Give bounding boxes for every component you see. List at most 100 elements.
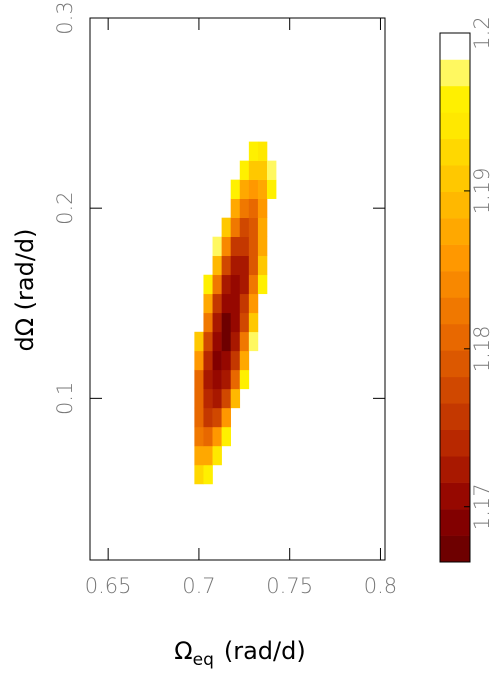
heat-cell: [203, 293, 213, 314]
heat-cell: [203, 388, 213, 409]
heat-cell: [248, 312, 259, 333]
heat-cell: [194, 369, 204, 390]
heat-cell: [194, 445, 204, 466]
y-tick-label: 0.3: [53, 1, 77, 34]
heat-cell: [194, 407, 204, 428]
heat-cell: [221, 350, 231, 371]
heat-cell: [194, 331, 204, 352]
colorbar-band: [440, 376, 470, 404]
heat-cell: [212, 445, 222, 466]
heat-cell: [239, 369, 250, 390]
colorbar-band: [440, 323, 470, 351]
heat-cell: [230, 331, 241, 352]
heat-cell: [221, 426, 231, 447]
heat-cell: [239, 217, 250, 238]
colorbar-band: [440, 535, 470, 563]
heat-cell: [257, 217, 268, 238]
heat-cell: [248, 198, 259, 218]
y-tick-label: 0.2: [53, 191, 77, 224]
heat-cell: [230, 236, 241, 257]
heat-cell: [212, 369, 222, 390]
heat-cell: [203, 464, 213, 485]
heat-cell: [248, 293, 259, 314]
heat-cell: [257, 141, 268, 161]
heat-cell: [212, 293, 222, 314]
heat-cell: [203, 350, 213, 371]
heat-cell: [257, 160, 268, 180]
y-axis-label: dΩ (rad/d): [11, 228, 39, 351]
x-tick-label: 0.65: [85, 574, 132, 598]
heat-cell: [257, 198, 268, 218]
heat-cell: [230, 293, 241, 314]
heat-cell: [248, 217, 259, 238]
y-tick-label: 0.1: [53, 382, 77, 415]
colorbar-tick-label: 1.17: [470, 483, 494, 530]
heat-cell: [212, 426, 222, 447]
heat-cell: [248, 274, 259, 295]
colorbar-band: [440, 456, 470, 483]
heat-cell: [221, 236, 231, 257]
colorbar-band: [440, 271, 470, 298]
x-label-subscript: eq: [193, 650, 214, 670]
heat-cell: [248, 179, 259, 199]
heat-cell: [212, 331, 222, 352]
heat-cell: [230, 217, 241, 238]
heat-cell: [239, 160, 250, 180]
heat-cell: [203, 445, 213, 466]
colorbar-tick-label: 1.18: [470, 325, 494, 372]
colorbar-band: [440, 138, 470, 166]
heat-cell: [248, 255, 259, 276]
heat-cell: [248, 236, 259, 257]
heat-cell: [221, 312, 231, 333]
heat-cell: [267, 179, 277, 199]
heat-cell: [194, 426, 204, 447]
heat-cell: [230, 350, 241, 371]
heat-cell: [257, 274, 268, 295]
heat-cell: [221, 217, 231, 238]
heat-cell: [221, 331, 231, 352]
colorbar-band: [440, 509, 470, 536]
heat-cell: [203, 407, 213, 428]
colorbar-band: [440, 244, 470, 272]
heat-cell: [203, 426, 213, 447]
heat-cell: [248, 141, 259, 161]
heat-cell: [230, 179, 241, 199]
x-axis-label: Ωeq (rad/d): [174, 637, 305, 670]
heat-cell: [194, 388, 204, 409]
heat-cell: [221, 293, 231, 314]
heat-cell: [248, 160, 259, 180]
colorbar-band: [440, 350, 470, 378]
colorbar-band: [440, 482, 470, 510]
heat-cell: [212, 350, 222, 371]
heat-cell: [203, 274, 213, 295]
heat-cell: [257, 179, 268, 199]
x-tick-label: 0.8: [364, 574, 397, 598]
heat-cell: [212, 236, 222, 257]
colorbar-band: [440, 59, 470, 87]
heat-cell: [230, 255, 241, 276]
plot-frame: [89, 17, 386, 561]
x-label-unit: (rad/d): [224, 637, 306, 665]
heat-cell: [221, 388, 231, 409]
heat-cell: [221, 255, 231, 276]
colorbar-tick-label: 1.2: [470, 16, 494, 49]
heat-cell: [239, 179, 250, 199]
heat-cell: [230, 369, 241, 390]
heat-cell: [230, 274, 241, 295]
heat-cell: [230, 312, 241, 333]
colorbar-band: [440, 165, 470, 192]
colorbar-band: [440, 33, 470, 60]
heat-cell: [239, 198, 250, 218]
heat-cell: [212, 312, 222, 333]
heat-cell: [239, 255, 250, 276]
heat-cell: [248, 331, 259, 352]
colorbar-band: [440, 218, 470, 245]
heat-cell: [194, 350, 204, 371]
heat-cell: [230, 388, 241, 409]
x-tick-label: 0.7: [182, 574, 215, 598]
heat-cell: [239, 274, 250, 295]
colorbar-band: [440, 191, 470, 219]
heat-cell: [239, 331, 250, 352]
heat-cell: [239, 236, 250, 257]
